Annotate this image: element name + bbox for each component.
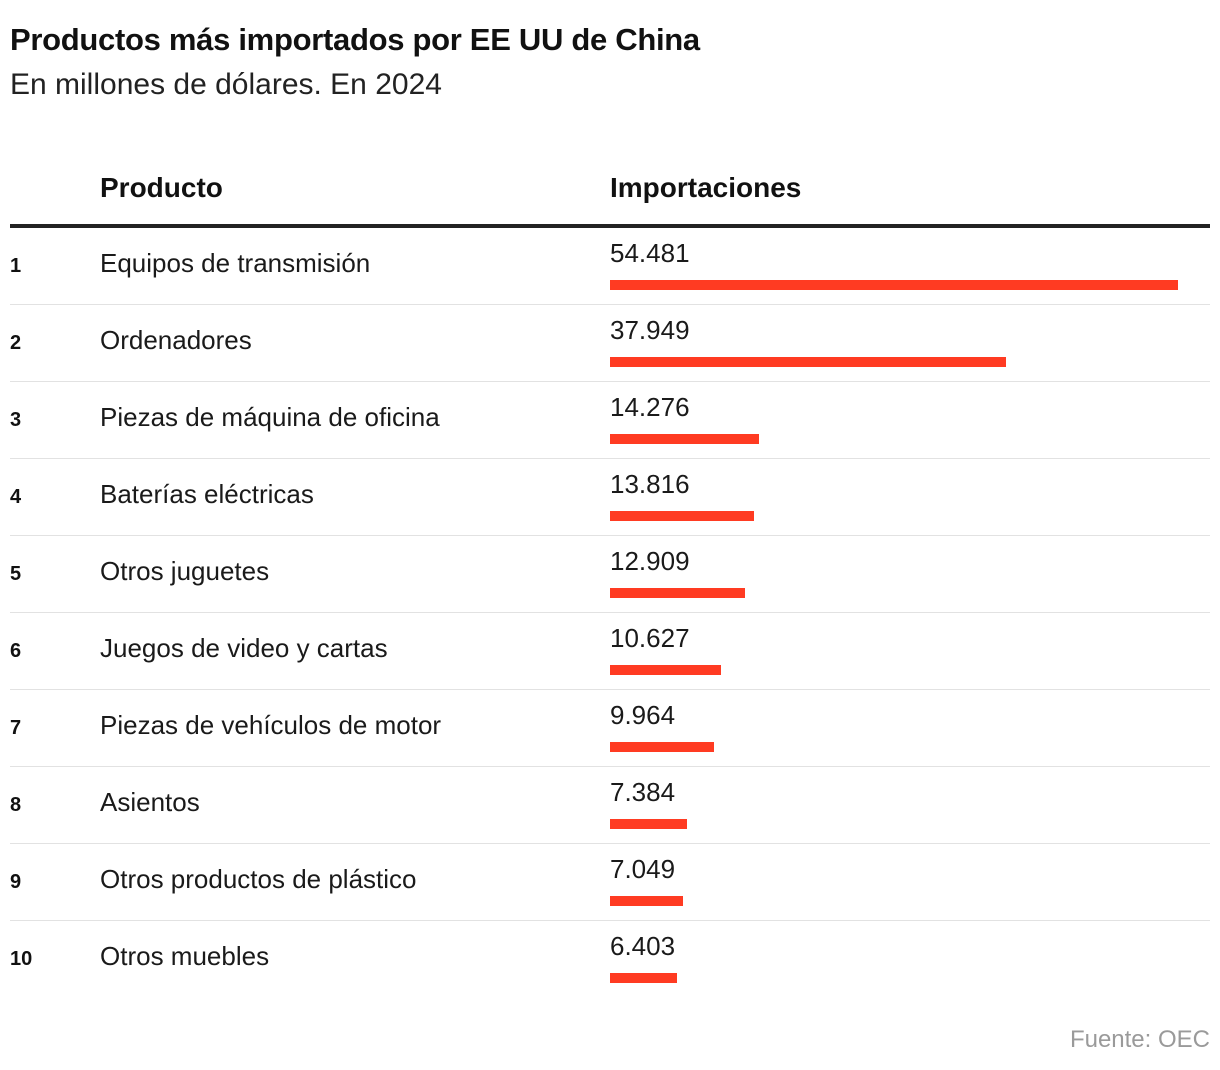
bar — [610, 280, 1178, 290]
row-rank: 4 — [10, 486, 22, 508]
source-note: Fuente: OEC — [1069, 1026, 1210, 1053]
row-rank: 2 — [10, 332, 22, 354]
value-label: 13.816 — [610, 469, 690, 499]
value-label: 12.909 — [610, 546, 690, 576]
table-row: 3 Piezas de máquina de oficina 14.276 — [10, 382, 1210, 459]
value-label: 37.949 — [610, 315, 690, 345]
bar-table: 1 Equipos de transmisión 54.481 2 Ordenadore… — [10, 228, 1210, 997]
row-rank: 10 — [10, 948, 33, 970]
table-row: 8 Asientos 7.384 — [10, 767, 1210, 844]
row-rank: 7 — [10, 717, 22, 739]
bar — [610, 742, 714, 752]
table-row: 9 Otros productos de plástico 7.049 — [10, 844, 1210, 921]
header-rule — [10, 224, 1210, 228]
table-row: 5 Otros juguetes 12.909 — [10, 536, 1210, 613]
bar — [610, 819, 687, 829]
value-label: 7.384 — [610, 777, 676, 807]
table-row: 10 Otros muebles 6.403 — [10, 921, 1210, 997]
row-rank: 3 — [10, 409, 22, 431]
product-name: Juegos de video y cartas — [100, 633, 388, 663]
value-label: 6.403 — [610, 931, 676, 961]
chart-subtitle: En millones de dólares. En 2024 — [10, 68, 442, 101]
table-row: 4 Baterías eléctricas 13.816 — [10, 459, 1210, 536]
column-header-imports: Importaciones — [610, 172, 802, 203]
table-row: 2 Ordenadores 37.949 — [10, 305, 1210, 382]
product-name: Otros productos de plástico — [100, 864, 417, 894]
product-name: Piezas de máquina de oficina — [100, 402, 440, 432]
product-name: Ordenadores — [100, 325, 252, 355]
product-name: Asientos — [100, 787, 200, 817]
bar — [610, 588, 745, 598]
product-name: Equipos de transmisión — [100, 248, 371, 278]
product-name: Baterías eléctricas — [100, 479, 314, 509]
row-rank: 9 — [10, 871, 22, 893]
value-label: 10.627 — [610, 623, 690, 653]
bar — [610, 665, 721, 675]
row-rank: 5 — [10, 563, 22, 585]
bar — [610, 357, 1006, 367]
row-rank: 6 — [10, 640, 22, 662]
value-label: 9.964 — [610, 700, 676, 730]
table-row: 6 Juegos de video y cartas 10.627 — [10, 613, 1210, 690]
bar — [610, 973, 677, 983]
chart-title: Productos más importados por EE UU de Ch… — [10, 22, 700, 57]
value-label: 14.276 — [610, 392, 690, 422]
table-row: 7 Piezas de vehículos de motor 9.964 — [10, 690, 1210, 767]
product-name: Piezas de vehículos de motor — [100, 710, 442, 740]
value-label: 54.481 — [610, 238, 690, 268]
product-name: Otros juguetes — [100, 556, 270, 586]
bar — [610, 511, 754, 521]
product-name: Otros muebles — [100, 941, 270, 971]
bar — [610, 896, 683, 906]
bar — [610, 434, 759, 444]
column-header-product: Producto — [100, 172, 223, 203]
table-row: 1 Equipos de transmisión 54.481 — [10, 228, 1210, 305]
value-label: 7.049 — [610, 854, 676, 884]
row-rank: 1 — [10, 255, 22, 277]
row-rank: 8 — [10, 794, 22, 816]
